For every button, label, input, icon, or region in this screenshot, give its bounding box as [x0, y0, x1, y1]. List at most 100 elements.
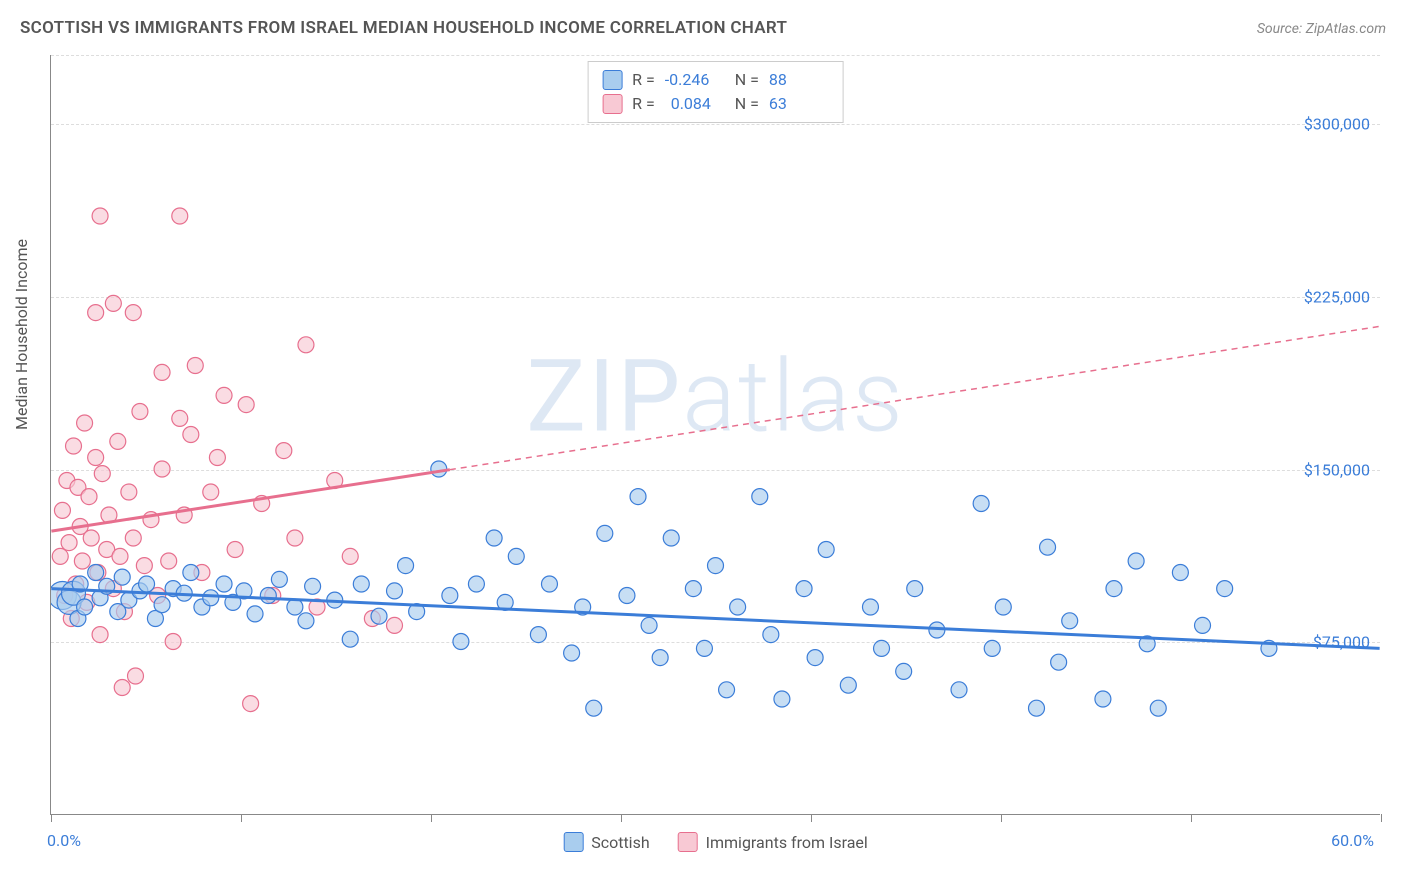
- scatter-point: [597, 525, 613, 541]
- scatter-point: [696, 640, 712, 656]
- scatter-point: [586, 700, 602, 716]
- scatter-point: [276, 443, 292, 459]
- scatter-point: [92, 208, 108, 224]
- legend-label-israel: Immigrants from Israel: [706, 833, 868, 852]
- stats-row-scottish: R = -0.246 N = 88: [602, 68, 829, 92]
- scatter-point: [1128, 553, 1144, 569]
- legend-item-scottish: Scottish: [563, 832, 649, 852]
- scatter-point: [641, 617, 657, 633]
- scatter-point: [1217, 581, 1233, 597]
- scatter-point: [807, 650, 823, 666]
- scatter-point: [132, 404, 148, 420]
- scatter-point: [216, 576, 232, 592]
- scatter-point: [468, 576, 484, 592]
- scatter-point: [298, 337, 314, 353]
- scatter-point: [840, 677, 856, 693]
- scatter-point: [74, 553, 90, 569]
- x-tick: [51, 814, 52, 822]
- scatter-point: [161, 553, 177, 569]
- scatter-point: [125, 305, 141, 321]
- scatter-point: [94, 466, 110, 482]
- scatter-point: [216, 387, 232, 403]
- scatter-point: [984, 640, 1000, 656]
- scatter-point: [663, 530, 679, 546]
- swatch-israel: [602, 94, 622, 114]
- scatter-point: [719, 682, 735, 698]
- scatter-point: [951, 682, 967, 698]
- x-axis-max-label: 60.0%: [1331, 831, 1374, 850]
- scatter-point: [154, 461, 170, 477]
- scatter-point: [227, 542, 243, 558]
- scatter-point: [1051, 654, 1067, 670]
- scatter-point: [453, 634, 469, 650]
- scatter-point: [183, 427, 199, 443]
- x-tick: [241, 814, 242, 822]
- scatter-point: [305, 578, 321, 594]
- stats-row-israel: R = 0.084 N = 63: [602, 92, 829, 116]
- scatter-point: [183, 565, 199, 581]
- x-tick: [1191, 814, 1192, 822]
- scatter-point: [387, 583, 403, 599]
- swatch-israel-2: [678, 832, 698, 852]
- scatter-point: [541, 576, 557, 592]
- scatter-point: [61, 535, 77, 551]
- x-tick: [811, 814, 812, 822]
- scatter-point: [52, 548, 68, 564]
- swatch-scottish: [602, 70, 622, 90]
- scatter-point: [774, 691, 790, 707]
- bottom-legend: Scottish Immigrants from Israel: [563, 832, 868, 852]
- scatter-point: [136, 558, 152, 574]
- scatter-point: [209, 450, 225, 466]
- scatter-point: [431, 461, 447, 477]
- scatter-point: [486, 530, 502, 546]
- scatter-point: [630, 489, 646, 505]
- scatter-point: [530, 627, 546, 643]
- scatter-point: [243, 696, 259, 712]
- scatter-point: [685, 581, 701, 597]
- scatter-point: [83, 530, 99, 546]
- scatter-point: [114, 680, 130, 696]
- x-tick: [431, 814, 432, 822]
- scatter-point: [112, 548, 128, 564]
- scatter-point: [796, 581, 812, 597]
- scatter-point: [1029, 700, 1045, 716]
- source-label: Source: ZipAtlas.com: [1257, 21, 1386, 37]
- scatter-point: [1106, 581, 1122, 597]
- trend-line-extrapolated: [450, 326, 1380, 469]
- scatter-point: [1150, 700, 1166, 716]
- n-value-scottish: 88: [769, 68, 829, 92]
- scatter-point: [165, 634, 181, 650]
- swatch-scottish-2: [563, 832, 583, 852]
- scatter-point: [398, 558, 414, 574]
- scatter-point: [88, 305, 104, 321]
- scatter-point: [973, 496, 989, 512]
- scatter-point: [342, 548, 358, 564]
- scatter-point: [203, 590, 219, 606]
- scatter-point: [125, 530, 141, 546]
- legend-item-israel: Immigrants from Israel: [678, 832, 868, 852]
- scatter-point: [287, 530, 303, 546]
- x-tick: [1381, 814, 1382, 822]
- scatter-point: [1095, 691, 1111, 707]
- scatter-point: [995, 599, 1011, 615]
- scatter-point: [652, 650, 668, 666]
- scatter-point: [896, 663, 912, 679]
- scatter-point: [353, 576, 369, 592]
- scatter-point: [203, 484, 219, 500]
- scatter-point: [172, 410, 188, 426]
- x-tick: [1001, 814, 1002, 822]
- scatter-point: [619, 588, 635, 604]
- scatter-point: [442, 588, 458, 604]
- scatter-point: [260, 588, 276, 604]
- scatter-point: [172, 208, 188, 224]
- scatter-point: [818, 542, 834, 558]
- scatter-point: [121, 484, 137, 500]
- scatter-point: [114, 569, 130, 585]
- scatter-point: [752, 489, 768, 505]
- x-axis-min-label: 0.0%: [47, 831, 81, 850]
- scatter-point: [287, 599, 303, 615]
- scatter-point: [1040, 539, 1056, 555]
- scatter-point: [154, 364, 170, 380]
- scatter-point: [247, 606, 263, 622]
- chart-area: ZIPatlas R = -0.246 N = 88 R = 0.084 N =…: [50, 55, 1380, 815]
